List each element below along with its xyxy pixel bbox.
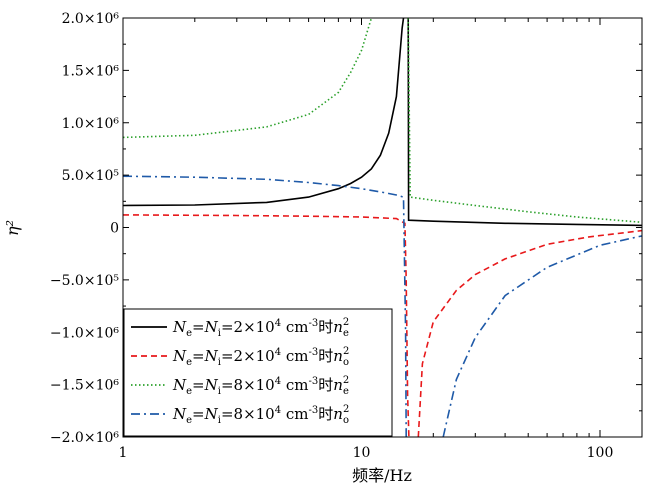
- y-tick-label: −2.0×10⁶: [50, 430, 120, 446]
- x-axis-title: 频率/Hz: [352, 466, 412, 485]
- legend-label-2: Ne=Ni=2×104 cm-3时no2: [172, 346, 349, 368]
- x-tick-label: 1: [119, 445, 128, 461]
- legend: Ne=Ni=2×104 cm-3时ne2 Ne=Ni=2×104 cm-3时no2…: [123, 308, 393, 437]
- x-tick-label: 100: [587, 445, 614, 461]
- legend-box: [123, 308, 393, 437]
- legend-label-3: Ne=Ni=8×104 cm-3时ne2: [172, 375, 349, 397]
- legend-label-4: Ne=Ni=8×104 cm-3时no2: [172, 404, 349, 426]
- y-tick-label: 0: [110, 221, 119, 237]
- ticks: [122, 17, 642, 438]
- plot-lines: [123, 18, 642, 437]
- series-3-line-1: [123, 18, 373, 139]
- series-2-line-1: [123, 214, 410, 437]
- y-tick-label: −1.5×10⁶: [50, 378, 120, 394]
- series-1-line-2: [407, 18, 642, 227]
- y-tick-label: 1.0×10⁶: [62, 116, 120, 132]
- series-4-line-2: [442, 235, 642, 437]
- legend-label-1: Ne=Ni=2×104 cm-3时ne2: [172, 317, 349, 339]
- series-3-line-2: [407, 18, 642, 224]
- series-1-line-1: [123, 18, 405, 207]
- y-tick-label: 1.5×10⁶: [62, 63, 120, 79]
- y-tick-label: 2.0×10⁶: [62, 11, 120, 27]
- y-tick-label: 5.0×10⁵: [62, 168, 120, 184]
- x-tick-label: 10: [353, 445, 371, 461]
- series-2-line-2: [417, 229, 642, 437]
- y-axis-title: η²: [3, 220, 22, 236]
- tick-labels: 2.0×10⁶ 1.5×10⁶ 1.0×10⁶ 5.0×10⁵ 0 −5.0×10⁵ −1.…: [50, 11, 614, 461]
- series-4-line-1: [123, 175, 407, 437]
- y-tick-label: −1.0×10⁶: [50, 325, 120, 341]
- y-tick-label: −5.0×10⁵: [50, 273, 120, 289]
